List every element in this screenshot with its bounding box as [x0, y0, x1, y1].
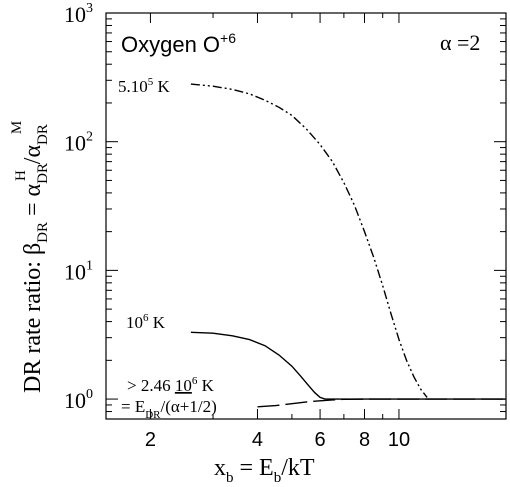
series-label-2p46e6K-base: 10	[175, 376, 192, 395]
series-line-2	[257, 398, 506, 408]
x-tick-label: 2	[145, 429, 156, 451]
y-axis-label-sup2: H	[13, 170, 29, 181]
series-label-1e6K-unit: K	[149, 313, 166, 332]
series-label-5e5K-base: 5.10	[118, 77, 148, 96]
x-axis-label-eq: = E	[234, 455, 274, 481]
axis-tick-labels: 2 4 6 8 10 100 101 102 103	[64, 1, 410, 451]
y-axis-label-prefix: DR rate ratio: β	[20, 243, 46, 393]
plot-frame	[105, 12, 507, 420]
data-curves	[190, 83, 506, 408]
series-label-5e5K-unit: K	[153, 77, 170, 96]
x-axis-label-sub2: b	[274, 470, 282, 486]
series-label-2p46e6K-pre: > 2.46	[127, 376, 175, 395]
chart-title: Oxygen O+6	[121, 30, 236, 57]
y-axis-label-slash: /α	[20, 145, 46, 165]
x-axis-label: xb = Eb/kT	[214, 455, 315, 486]
axis-ticks	[106, 12, 507, 420]
y-axis-label-sub3: DR	[35, 124, 51, 145]
chart-title-main: Oxygen O	[121, 32, 220, 57]
series-label-2p46e6K-exp: 6	[192, 375, 198, 387]
series-label-edr: = EDR/(α+1/2)	[121, 397, 217, 421]
y-tick-label: 100	[64, 387, 93, 413]
chart-title-charge: +6	[220, 30, 236, 46]
series-line-1	[190, 331, 506, 400]
series-label-edr-pre: = E	[121, 397, 145, 416]
y-axis-label-sub2: DR	[35, 163, 51, 184]
y-axis-label-sub1: DR	[35, 222, 51, 243]
series-label-1e6K: 106 K	[126, 312, 166, 332]
x-tick-label: 8	[359, 429, 370, 451]
series-label-2p46e6K-unit: K	[197, 376, 214, 395]
alpha-annotation: α =2	[440, 30, 480, 55]
series-label-1e6K-exp: 6	[143, 312, 149, 324]
y-axis-label-eq: = α	[20, 183, 46, 222]
x-tick-label: 6	[315, 429, 326, 451]
y-axis-label-sup3: M	[9, 121, 25, 134]
y-tick-label: 102	[64, 130, 93, 156]
y-tick-label: 103	[64, 1, 93, 27]
series-label-2p46e6K: > 2.46 106 K	[127, 375, 215, 395]
x-axis-label-x: x	[214, 455, 226, 481]
series-label-edr-post: /(α+1/2)	[161, 397, 217, 416]
x-tick-label: 10	[388, 429, 410, 451]
series-label-edr-sub: DR	[145, 409, 161, 421]
y-axis-label: DR rate ratio: βDR = αDRH/αDRM	[9, 121, 51, 393]
series-line-0	[190, 83, 428, 398]
x-axis-label-sub1: b	[226, 470, 234, 486]
y-tick-label: 101	[64, 258, 93, 284]
series-label-5e5K-exp: 5	[148, 76, 154, 88]
x-tick-label: 4	[252, 429, 263, 451]
x-axis-label-tail: /kT	[281, 455, 315, 481]
series-label-1e6K-base: 10	[126, 313, 143, 332]
series-label-5e5K: 5.105 K	[118, 76, 171, 96]
